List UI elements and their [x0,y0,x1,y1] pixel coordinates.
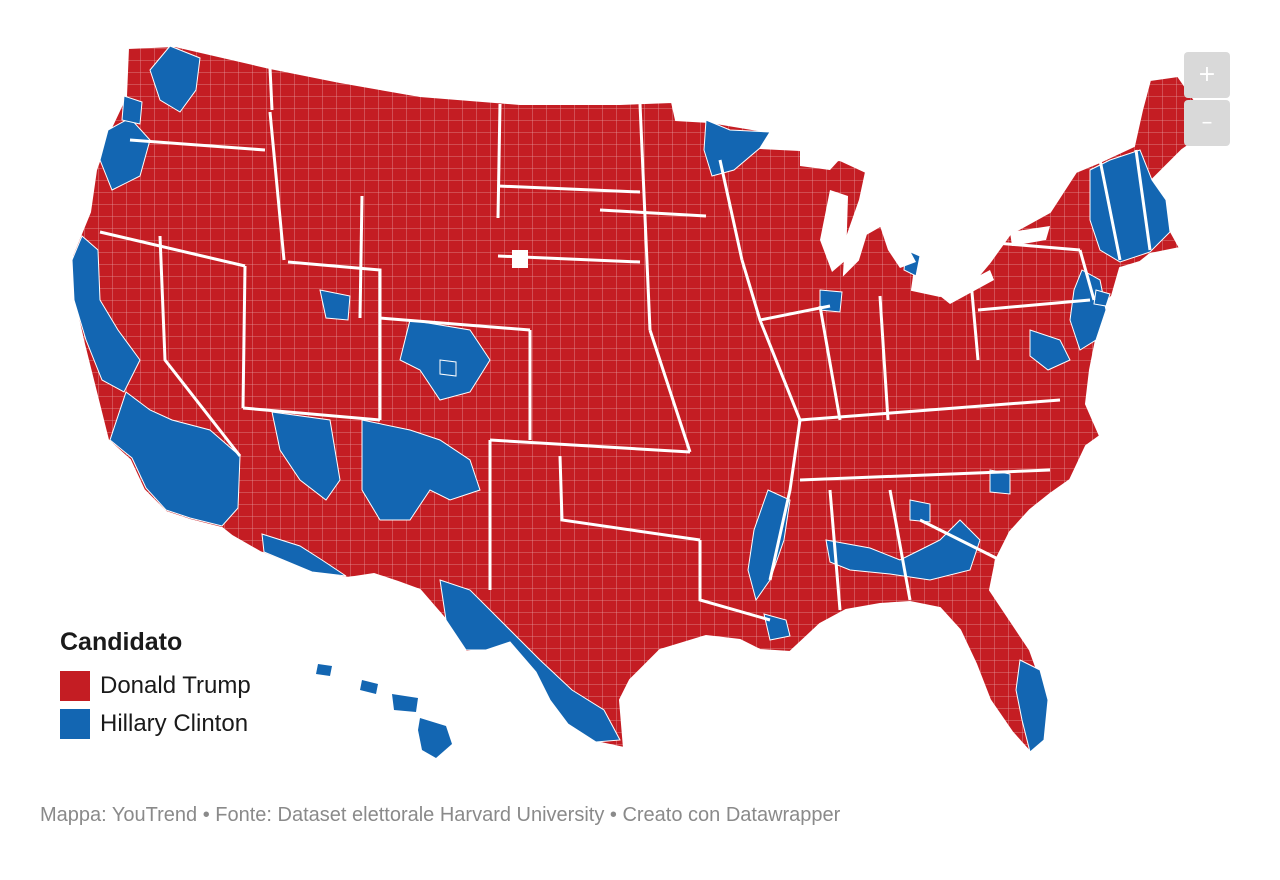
zoom-out-button[interactable]: – [1184,100,1230,146]
legend-label-clinton: Hillary Clinton [100,710,249,737]
clinton-region-denver [439,359,457,377]
clinton-region-california-south [109,391,241,527]
clinton-region-mississippi-delta [747,489,791,602]
hawaii-islands [316,664,452,758]
hawaii-kauai [316,664,332,676]
clinton-region-new-england [1089,149,1171,263]
clinton-region-atlanta [909,499,931,523]
clinton-counties [71,45,1171,753]
clinton-region-utah-slc [319,289,351,321]
hawaii-oahu [360,680,378,694]
clinton-region-new-mexico [361,419,481,521]
clinton-region-black-belt [825,519,981,581]
no-data-county [512,250,528,268]
clinton-region-arizona [261,533,347,577]
clinton-region-dc-maryland [1029,329,1071,371]
attribution-footer: Mappa: YouTrend • Fonte: Dataset elettor… [40,804,841,826]
legend-swatch-clinton [60,709,90,739]
legend-item-trump: Donald Trump [60,667,251,705]
legend-title: Candidato [60,628,183,656]
zoom-in-button[interactable]: + [1184,52,1230,98]
clinton-region-texas-border [439,579,621,743]
clinton-region-seattle [121,95,143,125]
great-lakes [800,148,1050,304]
clinton-region-california-north [71,235,141,393]
clinton-region-nevada [271,411,341,501]
clinton-region-west-coast [149,45,201,113]
legend-label-trump: Donald Trump [100,672,251,699]
clinton-region-south-florida [1015,659,1049,753]
legend-swatch-trump [60,671,90,701]
legend-item-clinton: Hillary Clinton [60,705,251,743]
legend: Candidato Donald Trump Hillary Clinton [60,628,251,743]
clinton-region-new-orleans [763,613,791,641]
clinton-region-colorado [399,319,491,401]
hawaii-big-island [418,718,452,758]
state-borders [99,67,1152,622]
hawaii-maui [392,694,418,712]
